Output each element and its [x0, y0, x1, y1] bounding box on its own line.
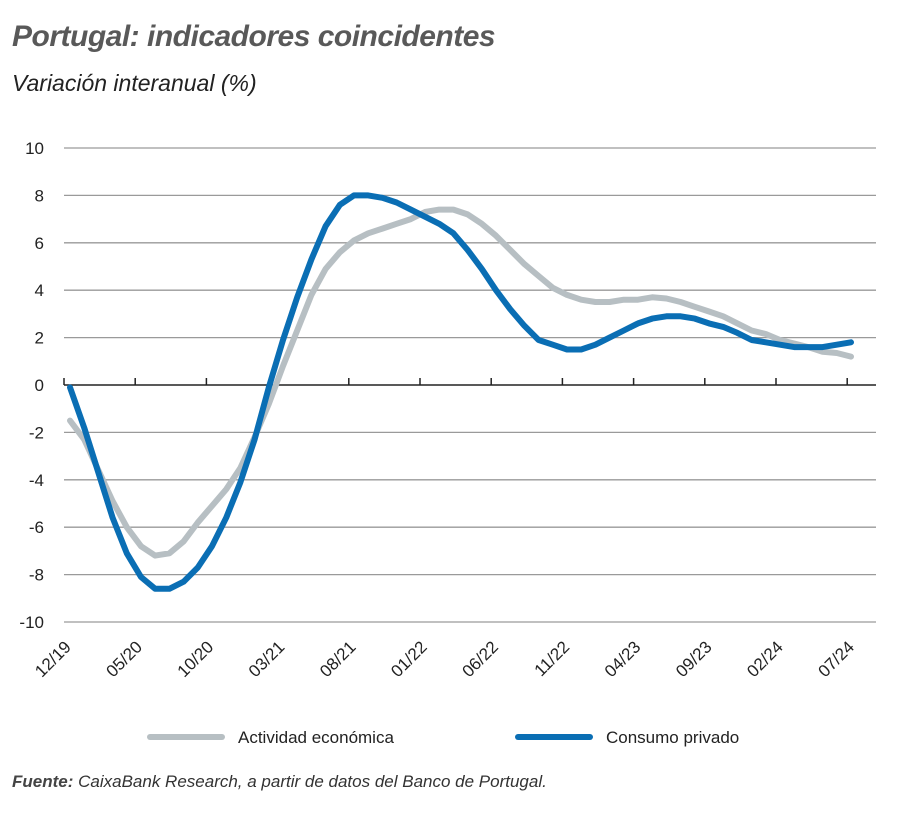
y-tick-label: -10 — [19, 613, 44, 632]
x-tick-label: 04/23 — [601, 637, 645, 681]
x-tick-label: 07/24 — [815, 637, 859, 681]
x-tick-label: 03/21 — [245, 637, 289, 681]
line-chart: 10 8 6 4 2 0 -2 -4 -6 -8 -10 12/19 05/20 10/20 03/21 08… — [19, 139, 876, 747]
y-tick-label: -2 — [29, 423, 44, 442]
y-tick-label: -8 — [29, 566, 44, 585]
x-tick-label: 08/21 — [316, 637, 360, 681]
y-tick-label: -6 — [29, 518, 44, 537]
chart-subtitle: Variación interanual (%) — [12, 70, 257, 96]
y-tick-label: -4 — [29, 471, 44, 490]
x-tick-label: 02/24 — [743, 637, 787, 681]
source-note: Fuente: CaixaBank Research, a partir de … — [12, 772, 547, 792]
x-tick-label: 11/22 — [531, 637, 574, 680]
series-line-consumo-privado — [67, 192, 854, 592]
y-tick-label: 10 — [25, 139, 44, 158]
y-tick-label: 2 — [35, 329, 44, 348]
x-tick-label: 05/20 — [103, 637, 147, 681]
x-tick-label: 10/20 — [174, 637, 218, 681]
y-tick-label: 6 — [35, 234, 44, 253]
x-tick-label: 01/22 — [387, 637, 431, 681]
x-tick-label: 06/22 — [459, 637, 503, 681]
y-tick-label: 0 — [35, 376, 44, 395]
chart-title: Portugal: indicadores coincidentes — [12, 20, 496, 53]
y-tick-label: 8 — [35, 186, 44, 205]
x-tick-label: 09/23 — [672, 637, 716, 681]
legend-label: Consumo privado — [606, 728, 739, 747]
y-tick-label: 4 — [35, 281, 44, 300]
source-text: CaixaBank Research, a partir de datos de… — [73, 772, 547, 791]
series-line-actividad-economica — [67, 206, 854, 559]
x-tick-label: 12/19 — [31, 637, 75, 681]
legend-label: Actividad económica — [238, 728, 394, 747]
source-label: Fuente: — [12, 772, 74, 791]
